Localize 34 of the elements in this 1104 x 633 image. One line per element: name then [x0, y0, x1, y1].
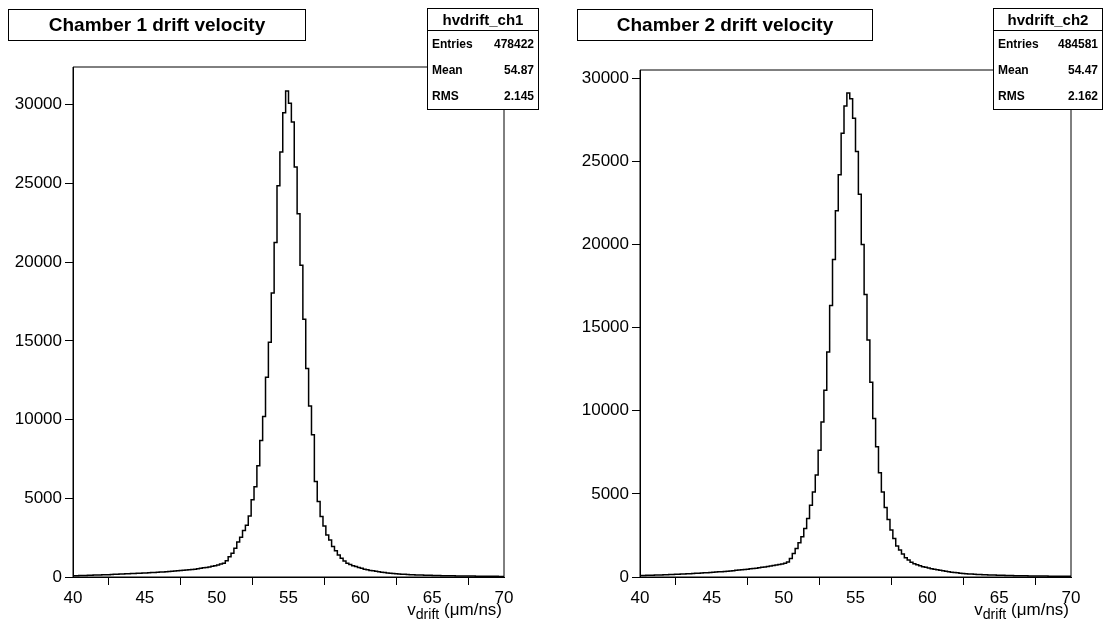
x-tick-label: 50 [774, 587, 794, 607]
y-tick-label: 5000 [24, 487, 62, 507]
chart-title: Chamber 2 drift velocity [577, 9, 873, 41]
x-tick-label: 40 [630, 587, 650, 607]
y-tick-label: 0 [619, 566, 629, 586]
text: hvdrift_ch1 [428, 9, 538, 31]
x-tick-label: 50 [207, 587, 227, 607]
text: RMS 2.162 [998, 89, 1098, 103]
y-tick-label: 30000 [14, 94, 62, 114]
y-tick-label: 15000 [581, 317, 629, 337]
chart-title: Chamber 1 drift velocity [8, 9, 306, 41]
y-tick-label: 15000 [14, 330, 62, 350]
y-tick-label: 30000 [581, 68, 629, 87]
y-tick-label: 25000 [14, 173, 62, 193]
x-tick-label: 60 [917, 587, 937, 607]
y-tick-label: 10000 [581, 400, 629, 420]
x-tick-label: 60 [350, 587, 370, 607]
x-tick-label: 55 [279, 587, 298, 607]
x-tick-label: 45 [135, 587, 155, 607]
x-tick-label: 45 [702, 587, 722, 607]
y-tick-label: 10000 [14, 409, 62, 429]
y-tick-label: 25000 [581, 151, 629, 171]
x-tick-label: 40 [63, 587, 83, 607]
x-tick-label: 55 [846, 587, 865, 607]
y-tick-label: 5000 [591, 483, 629, 503]
text: Mean 54.47 [998, 63, 1098, 77]
text: Entries 478422 [432, 37, 534, 51]
y-tick-label: 0 [52, 566, 62, 586]
y-tick-label: 20000 [581, 234, 629, 254]
text: Entries 484581 [998, 37, 1098, 51]
text: Mean 54.87 [432, 63, 534, 77]
text: RMS 2.145 [432, 89, 534, 103]
text: hvdrift_ch2 [994, 9, 1102, 31]
y-tick-label: 20000 [14, 251, 62, 271]
